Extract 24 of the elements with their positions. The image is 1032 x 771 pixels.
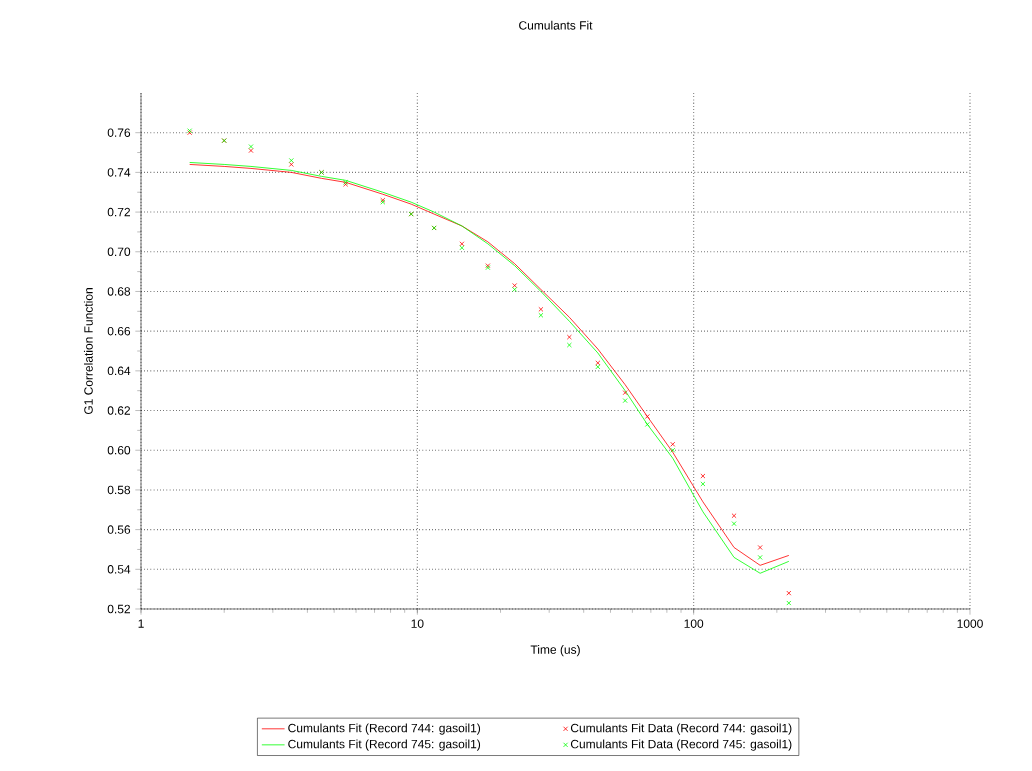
legend-label: Cumulants Fit (Record 745: gasoil1) (288, 739, 481, 751)
x-tick-label: 1000 (957, 619, 983, 628)
legend-label: Cumulants Fit Data (Record 744: gasoil1) (570, 723, 792, 735)
y-tick-label: 0.58 (107, 485, 131, 495)
y-tick-label: 0.68 (107, 287, 131, 296)
y-tick-label: 0.54 (107, 565, 131, 574)
y-tick-label: 0.76 (107, 128, 131, 137)
chart-title: Cumulants Fit (519, 20, 593, 30)
x-tick-label: 100 (684, 619, 704, 628)
x-axis-title: Time (us) (530, 645, 580, 657)
y-tick-label: 0.64 (107, 366, 131, 376)
y-tick-label: 0.72 (107, 207, 130, 217)
y-axis-title: G1 Correlation Function (83, 288, 93, 415)
legend-label: Cumulants Fit (Record 744: gasoil1) (288, 723, 481, 735)
y-tick-label: 0.70 (107, 247, 131, 257)
y-tick-label: 0.52 (107, 604, 130, 614)
y-tick-label: 0.74 (107, 168, 131, 177)
x-tick-label: 10 (411, 619, 424, 628)
y-tick-label: 0.60 (107, 445, 131, 455)
x-tick-label: 1 (138, 619, 144, 628)
y-tick-label: 0.66 (107, 326, 131, 336)
legend-label: Cumulants Fit Data (Record 745: gasoil1) (570, 739, 792, 751)
y-tick-label: 0.56 (107, 525, 131, 534)
y-tick-label: 0.62 (107, 406, 130, 415)
